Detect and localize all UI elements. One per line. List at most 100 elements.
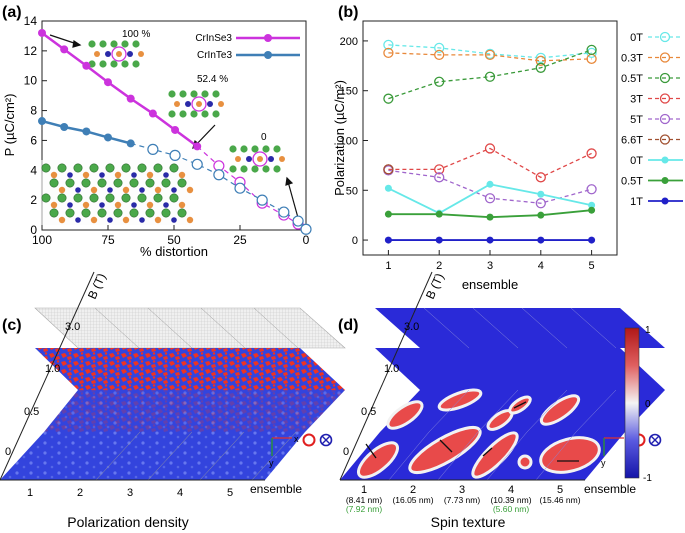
c-b-label-1: 1.0 (45, 363, 60, 375)
annotation-524: 52.4 % (197, 74, 228, 85)
c-b-label-05: 0.5 (24, 406, 39, 418)
colorbar-tick-1: 1 (645, 325, 651, 336)
b-legend-label: 0T (630, 155, 643, 167)
a-series-0-point (60, 45, 69, 54)
lattice-atom (49, 178, 59, 188)
b-legend-label: 6.6T (621, 135, 643, 147)
lattice-atom (113, 208, 123, 218)
lattice-atom (132, 40, 140, 48)
lattice-atom (67, 172, 73, 178)
panel-label-d: (d) (338, 317, 358, 334)
a-series-1-open-point (169, 149, 181, 161)
b-legend-label: 0.5T (621, 73, 643, 85)
b-legend-label: 0T (630, 32, 643, 44)
lattice-atom (154, 186, 162, 194)
panel-label-b: (b) (338, 4, 358, 21)
d-b-label-1: 1.0 (384, 363, 399, 375)
a-ytick-label: 2 (30, 193, 37, 207)
a-series-1-point (126, 139, 135, 148)
b-ytick-label: 100 (340, 135, 358, 147)
a-series-0-point (126, 94, 135, 103)
lattice-atom (169, 193, 179, 203)
b-series-2-point (586, 44, 597, 56)
a-series-0-solid-line (41, 31, 198, 148)
lattice-atom (50, 171, 58, 179)
a-xtick-label: 100 (32, 233, 52, 247)
lattice-atom (50, 201, 58, 209)
c-b-axis-label: B (T) (85, 271, 109, 301)
b-series-3-line (388, 147, 592, 179)
b-series-0-point (586, 47, 597, 59)
d-b-axis (339, 271, 433, 481)
lattice-atom (139, 217, 145, 223)
lattice-atom (251, 145, 259, 153)
lattice-atom (139, 187, 145, 193)
lattice-atom (99, 172, 105, 178)
b-series-2-point (484, 71, 496, 82)
a-series-1-open-point (213, 169, 225, 181)
a-series-0-point (148, 109, 157, 118)
c-ensemble-axis-label: ensemble (250, 482, 302, 496)
b-legend-label: 0.3T (621, 53, 643, 65)
lattice-atom (65, 178, 75, 188)
a-series-1-point (104, 133, 112, 142)
a-xtick-label: 75 (101, 233, 115, 247)
chart-b-series (383, 39, 597, 244)
lattice-atom (88, 40, 96, 48)
d-layer-1 (375, 348, 665, 390)
chart-a-xlabel: % distortion (140, 244, 208, 259)
lattice-atom (58, 216, 66, 224)
b-series-2-point (434, 76, 445, 87)
lattice-atom (153, 193, 163, 203)
lattice-atom (190, 90, 198, 98)
b-series-6-point (486, 180, 494, 188)
c-ensemble-labels: 1 2 3 4 5 (27, 487, 233, 499)
b-series-2-point (383, 93, 394, 104)
lattice-atom (105, 193, 115, 203)
b-legend-label: 0.5T (621, 176, 643, 188)
b-series-7-point (435, 210, 443, 218)
b-series-4-point (434, 172, 445, 183)
d-caption: Spin texture (431, 514, 506, 530)
b-series-5-point (383, 164, 394, 175)
c-symbol-dot (302, 433, 316, 447)
panel-c: B (T) 3.0 1.0 0.5 0 1 2 3 4 5 ensemble Polar… (0, 271, 346, 530)
lattice-atom (240, 145, 248, 153)
lattice-atom (171, 187, 177, 193)
d-ensemble-axis-label: ensemble (584, 482, 636, 496)
a-series-0-point (38, 28, 46, 37)
a-series-1-open-point (278, 206, 290, 218)
a-series-1-point (82, 127, 91, 136)
lattice-atom (105, 163, 115, 173)
a-series-0-point (104, 78, 112, 87)
chart-a-legend: CrInSe3 CrInTe3 (195, 33, 300, 61)
b-series-4-point (484, 193, 496, 204)
panel-label-a: (a) (2, 4, 22, 21)
d-size-label: (8.41 nm) (346, 495, 383, 505)
b-ytick-label: 200 (340, 36, 358, 48)
lattice-atom (99, 40, 107, 48)
lattice-atom (58, 186, 66, 194)
lattice-atom (82, 171, 90, 179)
b-legend-marker (659, 134, 671, 145)
lattice-atom (174, 101, 180, 107)
d-skyrmions (357, 388, 601, 479)
lattice-atom (89, 163, 99, 173)
colorbar-tick-m1: -1 (643, 473, 652, 484)
panel-label-c: (c) (2, 317, 22, 334)
lattice-atom (257, 156, 263, 162)
a-ytick-label: 14 (24, 14, 38, 28)
lattice-atom (273, 165, 281, 173)
b-legend-marker (659, 72, 671, 84)
chart-a-ylabel: P (µC/cm²) (2, 94, 17, 157)
lattice-atom (110, 60, 118, 68)
d-colorbar: 1 0 -1 (624, 325, 652, 484)
colorbar-gradient (624, 327, 640, 479)
b-xtick-label: 1 (385, 260, 391, 272)
d-size-label: (16.05 nm) (392, 495, 433, 505)
lattice-atom (49, 208, 59, 218)
lattice-atom (229, 145, 237, 153)
c-dividers (94, 307, 299, 481)
d-ensemble-label: 1 (361, 484, 367, 496)
lattice-atom (89, 193, 99, 203)
